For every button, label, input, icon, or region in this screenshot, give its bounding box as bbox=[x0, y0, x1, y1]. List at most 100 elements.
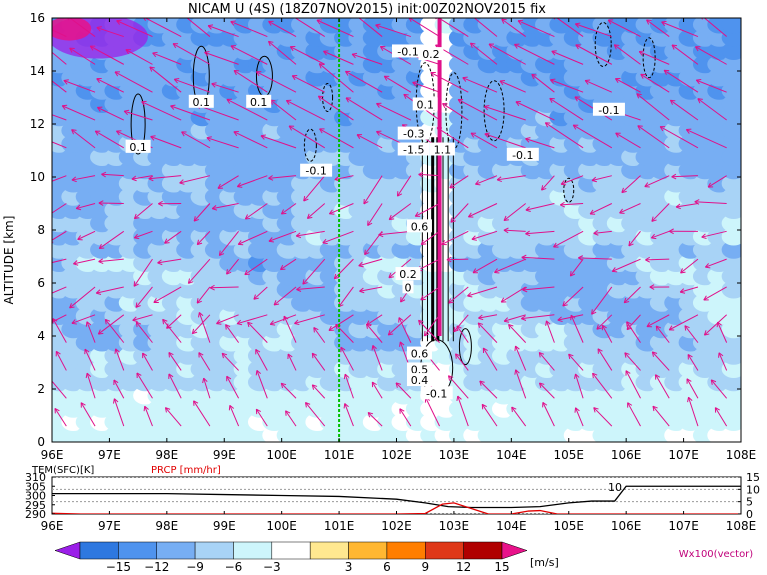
wind-vector bbox=[52, 29, 67, 38]
x-tick: 105E bbox=[554, 18, 584, 462]
svg-text:107E: 107E bbox=[668, 448, 699, 462]
wind-vector bbox=[193, 203, 211, 222]
wind-vector bbox=[703, 286, 727, 301]
wind-vector bbox=[636, 93, 670, 121]
wind-vector bbox=[484, 104, 526, 121]
wind-vector bbox=[399, 408, 412, 427]
wind-vector bbox=[557, 314, 584, 323]
wind-vector bbox=[661, 20, 699, 38]
contour-line bbox=[303, 128, 317, 162]
wind-vector bbox=[694, 199, 727, 205]
wind-vector bbox=[457, 98, 498, 121]
wind-vector bbox=[193, 400, 211, 427]
wind-vector bbox=[345, 97, 383, 121]
wind-vector bbox=[226, 258, 239, 275]
wind-vector bbox=[294, 18, 325, 37]
wind-vector bbox=[186, 18, 211, 37]
wind-vector bbox=[613, 44, 641, 65]
chart-title: NICAM U (4S) (18Z07NOV2015) init:00Z02NO… bbox=[188, 2, 546, 17]
colorbar-segment bbox=[233, 541, 273, 560]
wind-vector bbox=[260, 134, 297, 149]
svg-text:1.1: 1.1 bbox=[434, 144, 452, 157]
wind-vector bbox=[501, 18, 526, 37]
wind-vector bbox=[255, 348, 268, 371]
wind-vector bbox=[718, 352, 728, 371]
wind-vector bbox=[230, 20, 268, 38]
wind-vector bbox=[52, 203, 67, 214]
wind-vector bbox=[303, 175, 326, 202]
wind-vector bbox=[267, 40, 297, 65]
svg-text:99E: 99E bbox=[213, 448, 236, 462]
wind-vector bbox=[89, 45, 125, 65]
wind-vector bbox=[651, 203, 670, 222]
wind-vector bbox=[655, 325, 670, 343]
wind-vector bbox=[198, 352, 211, 371]
svg-text:16: 16 bbox=[30, 11, 45, 25]
svg-text:0: 0 bbox=[37, 435, 45, 449]
wind-vector bbox=[94, 130, 125, 149]
wind-vector bbox=[322, 230, 354, 245]
wind-vector bbox=[52, 286, 67, 294]
wind-vector bbox=[503, 314, 526, 323]
colorbar-label: 9 bbox=[421, 560, 429, 574]
x-tick: 103E bbox=[439, 18, 470, 462]
svg-text:101E: 101E bbox=[324, 448, 355, 462]
svg-text:96E: 96E bbox=[41, 448, 64, 462]
colorbar-label: −12 bbox=[144, 560, 169, 574]
contour-label: 0.1 bbox=[412, 97, 438, 111]
wind-vector bbox=[216, 314, 239, 325]
svg-text:108E: 108E bbox=[726, 448, 757, 462]
wind-vector bbox=[367, 411, 383, 427]
wind-vector bbox=[615, 132, 641, 149]
wind-vector bbox=[572, 124, 613, 149]
contour-label: -0.1 bbox=[420, 386, 453, 400]
wind-vector bbox=[378, 230, 411, 238]
svg-text:105E: 105E bbox=[554, 519, 585, 533]
wind-vector bbox=[52, 314, 67, 323]
wind-vector bbox=[471, 230, 498, 241]
wind-vector bbox=[453, 314, 469, 333]
wind-vector bbox=[479, 380, 498, 399]
wind-vector bbox=[418, 171, 440, 178]
contour-label: -1.5 bbox=[397, 142, 430, 157]
wind-vector bbox=[646, 314, 670, 328]
svg-text:-0.1: -0.1 bbox=[598, 104, 619, 117]
wind-vector bbox=[371, 381, 383, 399]
wind-vector bbox=[423, 314, 440, 337]
wind-vector bbox=[475, 175, 498, 186]
svg-text:-0.1: -0.1 bbox=[512, 149, 533, 162]
wind-vector bbox=[328, 203, 354, 215]
wind-vector bbox=[671, 173, 698, 180]
wind-vector bbox=[69, 47, 96, 65]
x-tick: 104E bbox=[496, 18, 527, 462]
svg-text:98E: 98E bbox=[155, 448, 178, 462]
wind-vector bbox=[52, 318, 67, 343]
contour-label: 0.1 bbox=[125, 139, 151, 154]
wind-vector bbox=[135, 286, 153, 308]
wind-vector bbox=[98, 200, 124, 206]
svg-text:0.1: 0.1 bbox=[193, 96, 211, 109]
surface-annotation: 10 bbox=[608, 481, 622, 494]
svg-text:290: 290 bbox=[25, 508, 46, 521]
right-tick: 10 bbox=[738, 483, 760, 496]
wind-vector bbox=[367, 203, 383, 226]
wind-vector bbox=[601, 324, 613, 343]
colorbar-segment bbox=[425, 541, 464, 560]
wind-vector bbox=[153, 286, 182, 304]
contour-label: 0.6 bbox=[406, 219, 432, 233]
x-tick: 96E bbox=[41, 18, 64, 462]
wind-vector bbox=[649, 284, 670, 290]
wind-vector bbox=[73, 258, 96, 266]
wind-vector bbox=[359, 286, 383, 294]
wind-vector bbox=[228, 404, 240, 427]
contour-label: 0.1 bbox=[246, 94, 272, 109]
wind-vector bbox=[607, 19, 641, 37]
wind-vector bbox=[626, 314, 641, 331]
wind-vector bbox=[521, 314, 555, 321]
wind-vector bbox=[233, 130, 268, 149]
wind-vector bbox=[701, 230, 727, 239]
svg-text:103E: 103E bbox=[439, 448, 470, 462]
wind-vector bbox=[296, 286, 325, 292]
contour-label: -0.1 bbox=[391, 44, 424, 58]
